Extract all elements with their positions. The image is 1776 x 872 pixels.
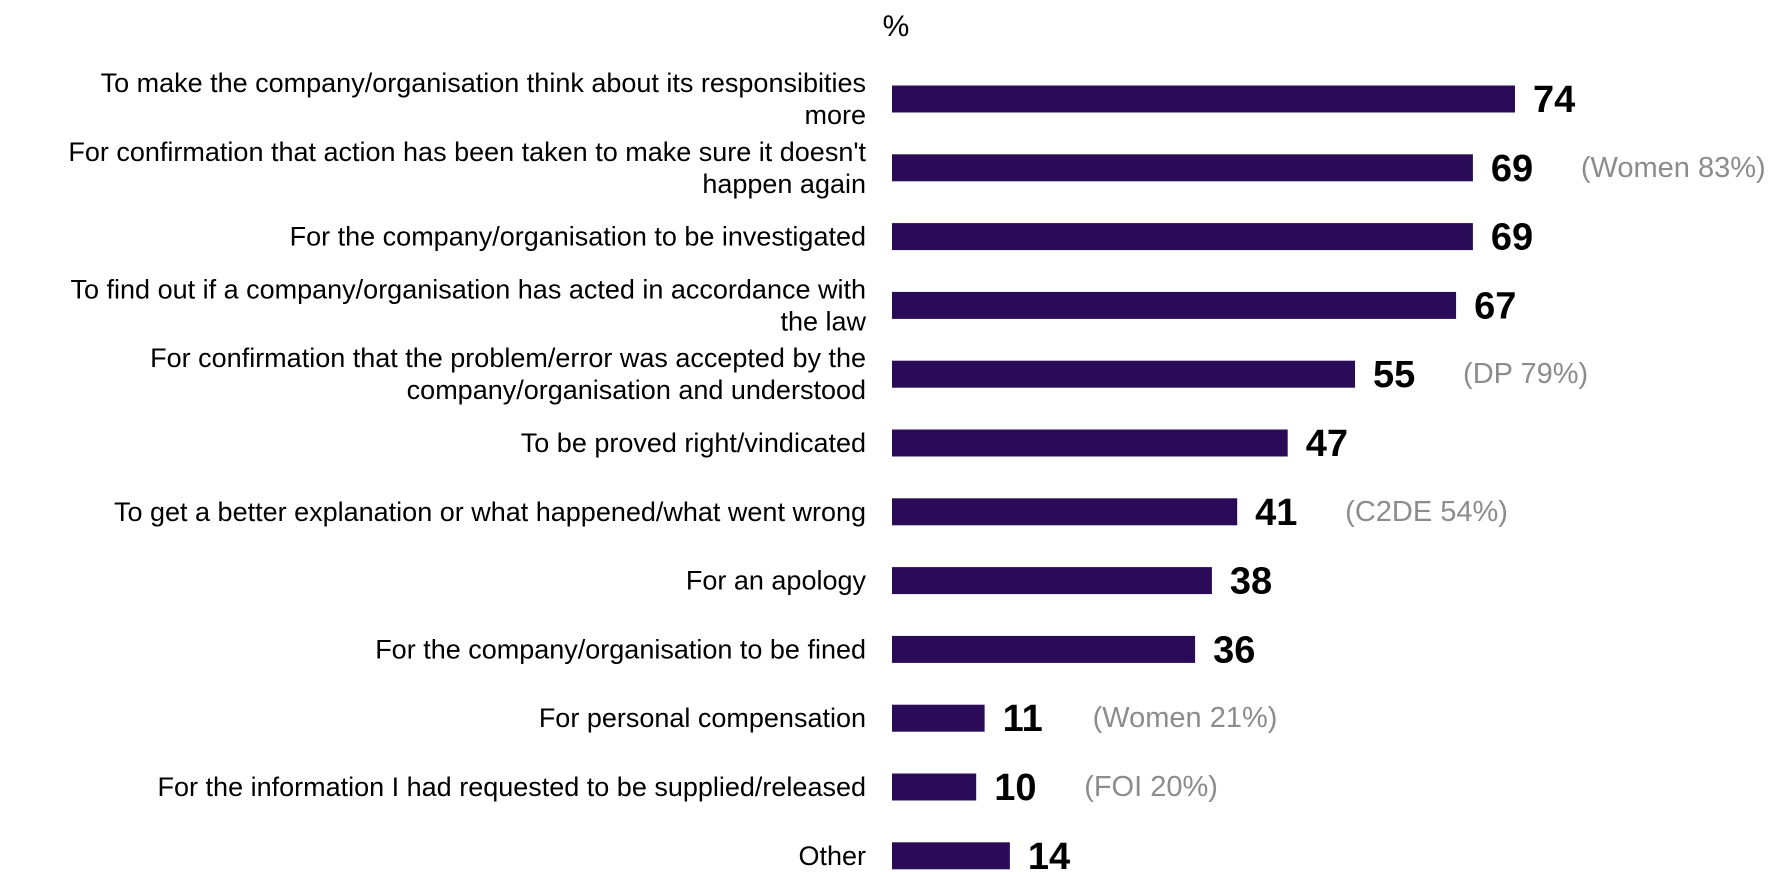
category-label-line: more	[804, 100, 866, 130]
value-label: 47	[1306, 423, 1348, 465]
category-label-line: To be proved right/vindicated	[521, 428, 866, 458]
bar	[892, 498, 1238, 526]
category-label: For the information I had requested to b…	[158, 772, 866, 802]
bar-row: To get a better explanation or what happ…	[114, 492, 1508, 534]
bar-rows: To make the company/organisation think a…	[68, 68, 1765, 872]
category-label-line: For confirmation that the problem/error …	[150, 343, 866, 373]
category-label-line: the law	[780, 306, 866, 336]
bar-row: Other 14	[798, 836, 1070, 872]
category-label-line: To get a better explanation or what happ…	[114, 497, 866, 527]
value-label: 74	[1533, 79, 1575, 121]
value-label: 11	[1003, 698, 1043, 740]
bar	[892, 85, 1515, 113]
category-label-line: For the company/organisation to be fined	[375, 634, 866, 664]
category-label: To make the company/organisation think a…	[101, 68, 866, 130]
bar-row: For personal compensation 11 (Women 21%)	[539, 698, 1278, 740]
bar	[892, 154, 1473, 182]
category-label: For the company/organisation to be fined	[375, 634, 866, 664]
bar-row: For the company/organisation to be inves…	[290, 217, 1534, 259]
value-label: 69	[1491, 148, 1533, 190]
note-label: (FOI 20%)	[1084, 771, 1218, 803]
category-label: To find out if a company/organisation ha…	[71, 274, 867, 336]
value-label: 10	[994, 767, 1036, 809]
category-label-line: company/organisation and understood	[407, 375, 866, 405]
category-label-line: For confirmation that action has been ta…	[68, 137, 866, 167]
category-label: For confirmation that action has been ta…	[68, 137, 866, 199]
bar-row: To be proved right/vindicated 47	[521, 423, 1348, 465]
bar	[892, 704, 985, 732]
category-label: Other	[798, 841, 866, 871]
note-label: (Women 21%)	[1093, 702, 1278, 734]
value-label: 41	[1255, 492, 1297, 534]
bar	[892, 842, 1010, 870]
value-label: 36	[1213, 629, 1255, 671]
category-label: To be proved right/vindicated	[521, 428, 866, 458]
bar	[892, 429, 1288, 457]
unit-label: %	[883, 10, 910, 43]
bar-row: To make the company/organisation think a…	[101, 68, 1576, 130]
value-label: 14	[1028, 836, 1070, 872]
category-label-line: For the company/organisation to be inves…	[290, 222, 866, 252]
note-label: (DP 79%)	[1463, 358, 1588, 390]
bar-row: For the company/organisation to be fined…	[375, 629, 1255, 671]
category-label-line: For an apology	[686, 566, 867, 596]
category-label-line: happen again	[702, 169, 866, 199]
category-label: To get a better explanation or what happ…	[114, 497, 866, 527]
value-label: 67	[1474, 285, 1516, 327]
bar-row: To find out if a company/organisation ha…	[71, 274, 1517, 336]
bar	[892, 567, 1212, 595]
category-label-line: For the information I had requested to b…	[158, 772, 866, 802]
category-label-line: To find out if a company/organisation ha…	[71, 274, 866, 304]
bar	[892, 360, 1356, 388]
bar	[892, 773, 977, 801]
bar-row: For confirmation that action has been ta…	[68, 137, 1765, 199]
bar-row: For the information I had requested to b…	[158, 767, 1218, 809]
bar-row: For confirmation that the problem/error …	[150, 343, 1588, 405]
bar	[892, 291, 1457, 319]
category-label-line: For personal compensation	[539, 703, 866, 733]
value-label: 38	[1230, 561, 1272, 603]
category-label-line: To make the company/organisation think a…	[101, 68, 866, 98]
category-label: For confirmation that the problem/error …	[150, 343, 866, 405]
bar-row: For an apology 38	[686, 561, 1272, 603]
category-label: For an apology	[686, 566, 867, 596]
bar	[892, 223, 1473, 251]
category-label: For personal compensation	[539, 703, 866, 733]
category-label: For the company/organisation to be inves…	[290, 222, 866, 252]
bar	[892, 635, 1196, 663]
note-label: (Women 83%)	[1581, 152, 1766, 184]
category-label-line: Other	[798, 841, 866, 871]
note-label: (C2DE 54%)	[1345, 496, 1508, 528]
value-label: 55	[1373, 354, 1415, 396]
value-label: 69	[1491, 217, 1533, 259]
